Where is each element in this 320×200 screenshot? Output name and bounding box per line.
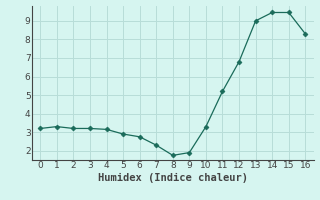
X-axis label: Humidex (Indice chaleur): Humidex (Indice chaleur) — [98, 173, 248, 183]
